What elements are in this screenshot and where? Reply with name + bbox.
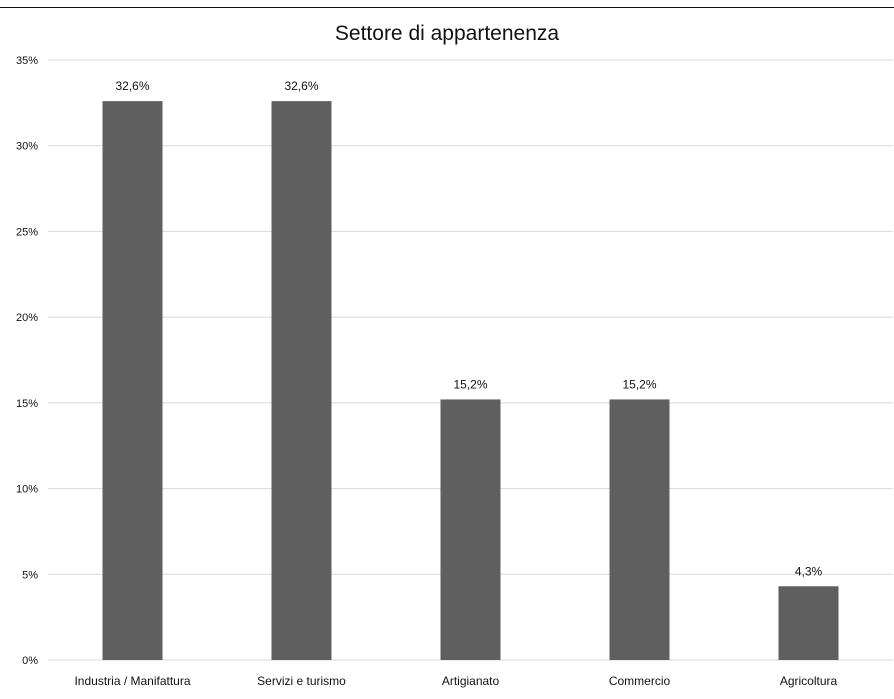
data-label: 32,6% [284,79,318,93]
bar [440,399,501,660]
bar [609,399,670,660]
chart-title: Settore di appartenenza [334,22,560,45]
x-tick-label: Commercio [609,674,671,688]
y-tick-label: 35% [16,55,38,67]
bar [778,586,839,660]
y-tick-label: 25% [16,226,38,238]
data-label: 4,3% [795,564,823,578]
x-tick-label: Servizi e turismo [257,674,346,688]
data-label: 15,2% [622,377,656,391]
y-tick-label: 15% [16,398,38,410]
top-border-line [0,7,894,8]
data-label: 32,6% [115,79,149,93]
x-tick-label: Artigianato [442,674,500,688]
bar [102,101,163,660]
y-tick-label: 20% [16,312,38,324]
x-tick-label: Agricoltura [780,674,838,688]
data-label: 15,2% [453,377,487,391]
bar [271,101,332,660]
y-tick-label: 10% [16,484,38,496]
y-tick-label: 30% [16,141,38,153]
y-tick-label: 0% [22,655,38,667]
x-tick-label: Industria / Manifattura [74,674,190,688]
y-tick-label: 5% [22,569,38,581]
